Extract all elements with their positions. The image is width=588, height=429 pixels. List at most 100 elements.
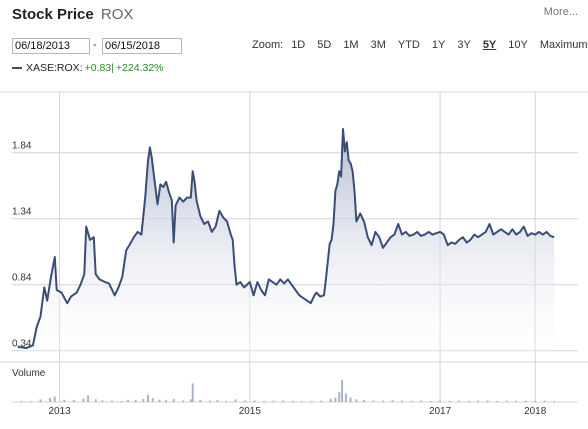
- volume-bar: [349, 397, 352, 402]
- volume-bar: [253, 400, 256, 402]
- range-separator: -: [93, 39, 97, 51]
- chart-title: Stock Price ROX: [12, 6, 133, 24]
- volume-bar: [282, 400, 285, 402]
- volume-bar: [272, 400, 275, 402]
- symbol-text: ROX: [100, 6, 134, 23]
- zoom-ytd[interactable]: YTD: [397, 39, 420, 51]
- volume-bar: [165, 400, 168, 402]
- volume-bar: [63, 399, 66, 402]
- volume-bar: [448, 400, 451, 402]
- y-tick-label: 1.84: [12, 141, 32, 152]
- legend-symbol: XASE:ROX:: [26, 62, 83, 74]
- volume-bar: [291, 400, 294, 402]
- volume-bar: [191, 383, 194, 402]
- volume-bar: [225, 400, 228, 402]
- volume-bar: [477, 400, 480, 402]
- legend-change: +0.83: [84, 62, 112, 74]
- volume-bar: [410, 400, 413, 402]
- legend: XASE:ROX: +0.83 | +224.32%: [12, 62, 164, 74]
- volume-bar: [515, 400, 518, 402]
- volume-bar: [341, 380, 344, 402]
- volume-bar: [234, 399, 237, 402]
- volume-bar: [263, 400, 266, 402]
- price-area: [17, 129, 555, 356]
- zoom-5d[interactable]: 5D: [317, 39, 332, 51]
- volume-bar: [172, 398, 175, 402]
- volume-bar: [20, 400, 23, 402]
- volume-label: Volume: [12, 368, 46, 379]
- volume-bar: [94, 399, 97, 402]
- volume-bar: [101, 400, 104, 402]
- volume-bar: [338, 392, 341, 402]
- y-tick-label: 0.84: [12, 273, 32, 284]
- x-tick-label: 2013: [48, 406, 71, 417]
- volume-bar: [458, 400, 461, 402]
- volume-bar: [49, 398, 52, 402]
- volume-bar: [553, 400, 556, 402]
- volume-bar: [53, 396, 56, 402]
- zoom-10y[interactable]: 10Y: [508, 39, 528, 51]
- volume-bar: [147, 394, 150, 402]
- volume-bar: [543, 400, 546, 402]
- to-date-input[interactable]: [102, 38, 182, 54]
- volume-bar: [355, 399, 358, 402]
- volume-bar: [320, 400, 323, 402]
- volume-bar: [120, 400, 123, 402]
- volume-bar: [127, 399, 130, 402]
- legend-swatch: [12, 67, 22, 69]
- volume-bar: [244, 400, 247, 402]
- volume-bar: [158, 399, 161, 402]
- volume-bar: [87, 395, 90, 402]
- legend-percent: +224.32%: [115, 62, 164, 74]
- zoom-3m[interactable]: 3M: [370, 39, 386, 51]
- zoom-1m[interactable]: 1M: [343, 39, 359, 51]
- y-tick-label: 0.34: [12, 339, 32, 350]
- volume-bar: [391, 400, 394, 402]
- y-tick-label: 1.34: [12, 207, 32, 218]
- from-date-input[interactable]: [12, 38, 90, 54]
- zoom-bar: Zoom: 1D 5D 1M 3M YTD 1Y 3Y 5Y 10Y Maxim…: [252, 39, 588, 51]
- volume-bar: [72, 400, 75, 402]
- volume-bar: [329, 398, 332, 402]
- legend-separator: |: [111, 62, 114, 74]
- zoom-maximum[interactable]: Maximum: [539, 39, 588, 51]
- x-tick-label: 2015: [239, 406, 262, 417]
- zoom-5y[interactable]: 5Y: [482, 39, 497, 51]
- x-tick-label: 2017: [429, 406, 452, 417]
- volume-bar: [199, 399, 202, 402]
- volume-bar: [439, 400, 442, 402]
- volume-bar: [467, 400, 470, 402]
- volume-bar: [486, 400, 489, 402]
- volume-bar: [344, 393, 347, 402]
- volume-bar: [401, 400, 404, 402]
- zoom-label: Zoom:: [252, 39, 284, 51]
- volume-bar: [110, 400, 113, 402]
- volume-bar: [362, 400, 365, 402]
- zoom-1d[interactable]: 1D: [291, 39, 306, 51]
- volume-bar: [134, 400, 137, 402]
- volume-bar: [534, 400, 537, 402]
- volume-bar: [420, 400, 423, 402]
- volume-bar: [496, 400, 499, 402]
- volume-bar: [82, 398, 85, 402]
- volume-bar: [310, 400, 313, 402]
- zoom-3y[interactable]: 3Y: [457, 39, 471, 51]
- volume-bar: [151, 398, 154, 402]
- volume-bar: [505, 400, 508, 402]
- volume-bar: [189, 399, 192, 402]
- volume-bar: [142, 398, 145, 402]
- volume-bar: [334, 397, 337, 402]
- volume-bar: [524, 400, 527, 402]
- volume-bar: [182, 400, 185, 402]
- volume-bar: [372, 400, 375, 402]
- volume-bar: [301, 401, 304, 402]
- volume-bar: [39, 399, 42, 402]
- volume-bar: [216, 400, 219, 402]
- price-line: [17, 128, 555, 350]
- zoom-1y[interactable]: 1Y: [431, 39, 446, 51]
- volume-bar: [429, 400, 432, 402]
- volume-bar: [381, 400, 384, 402]
- volume-bar: [208, 400, 211, 402]
- more-link[interactable]: More...: [543, 6, 578, 18]
